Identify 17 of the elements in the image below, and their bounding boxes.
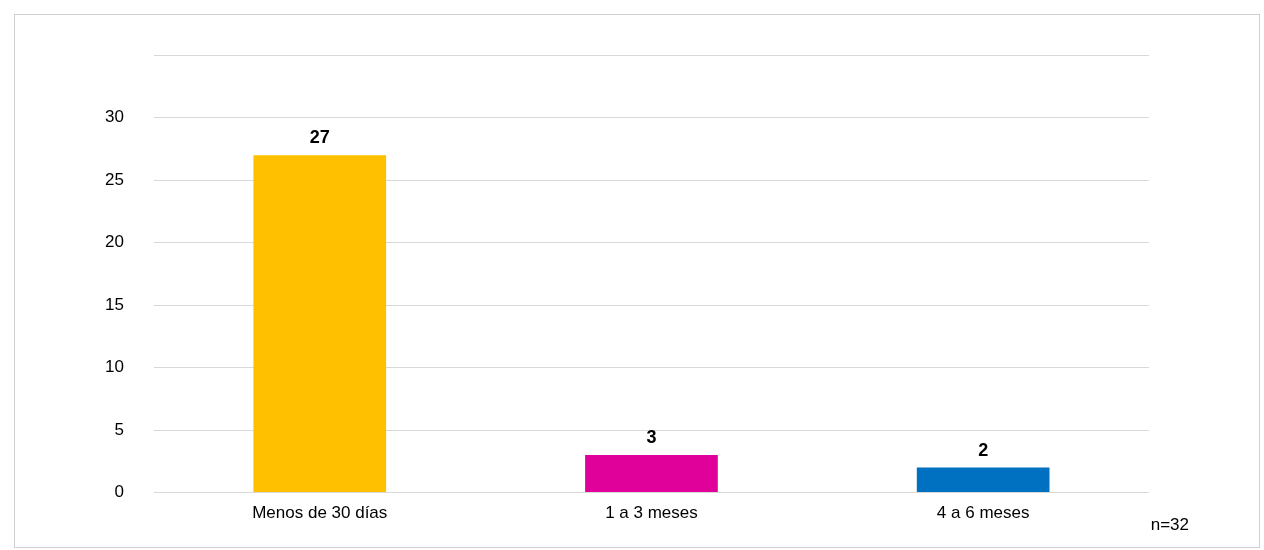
data-label: 3 <box>646 427 657 448</box>
y-tick-label: 5 <box>114 419 124 439</box>
y-tick-label: 20 <box>104 232 124 252</box>
y-tick-label: 15 <box>104 294 124 314</box>
y-tick-label: 30 <box>104 107 124 127</box>
bar <box>253 155 387 493</box>
y-tick-label: 10 <box>104 357 124 377</box>
y-tick-label: 0 <box>114 482 124 502</box>
x-tick-label: 4 a 6 meses <box>936 503 1030 523</box>
text: n=32 <box>1150 515 1189 535</box>
bar <box>916 467 1050 493</box>
bar <box>585 455 718 493</box>
x-tick-label: Menos de 30 días <box>252 503 388 523</box>
data-label: 27 <box>309 127 330 148</box>
y-tick-label: 25 <box>104 169 124 189</box>
x-tick-label: 1 a 3 meses <box>605 503 698 523</box>
data-label: 2 <box>978 439 989 460</box>
